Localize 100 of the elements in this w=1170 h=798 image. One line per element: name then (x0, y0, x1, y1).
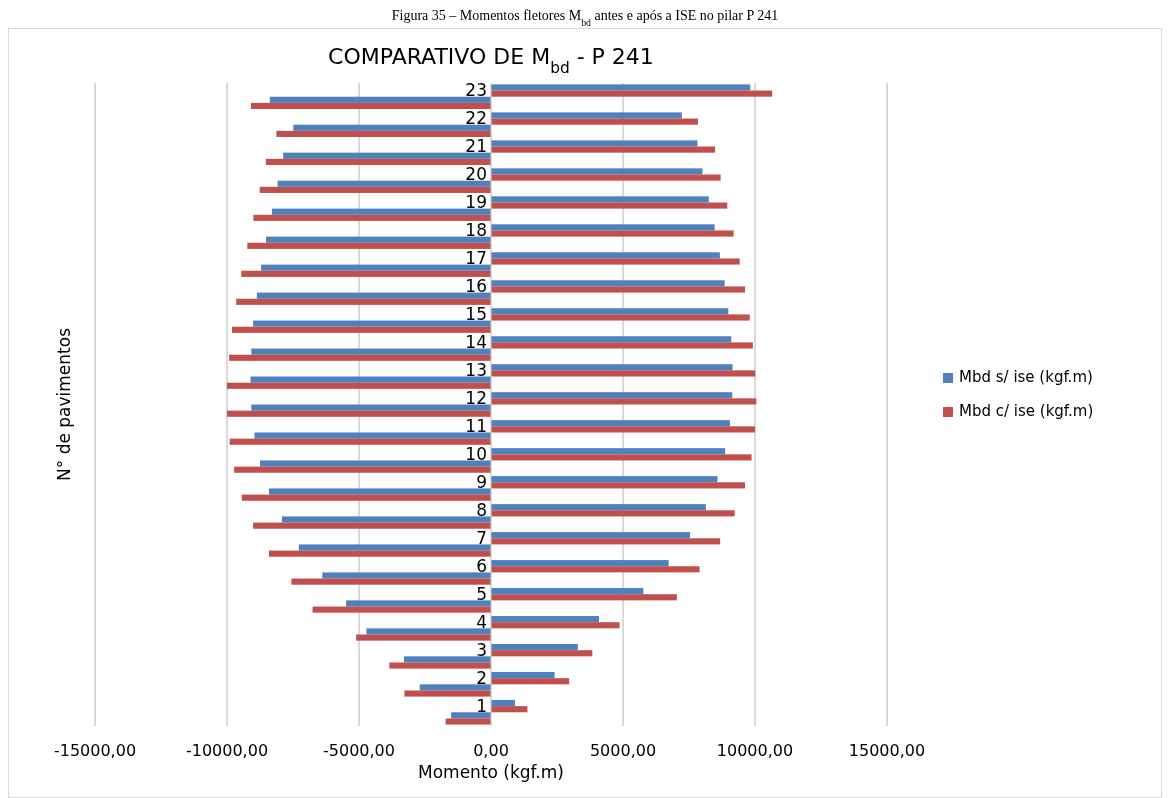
y-tick-label: 16 (465, 276, 487, 297)
bar (259, 186, 491, 193)
bar (491, 90, 773, 97)
bar (491, 370, 756, 377)
x-tick-label: -5000,00 (323, 741, 395, 760)
bar (491, 482, 745, 489)
bar (403, 656, 491, 663)
bar (491, 420, 730, 427)
bar (491, 672, 555, 679)
y-tick-label: 12 (465, 388, 487, 409)
bar (260, 460, 491, 467)
bar (491, 644, 578, 651)
bar (491, 538, 721, 545)
bar (254, 432, 491, 439)
bar (389, 662, 491, 669)
bar (491, 224, 715, 231)
bar (251, 348, 491, 355)
y-tick-label: 11 (465, 416, 487, 437)
bar (491, 336, 732, 343)
x-tick-label: 0,00 (473, 741, 509, 760)
bar (366, 628, 491, 635)
bar (404, 690, 491, 697)
bar (281, 516, 491, 523)
bar (268, 550, 491, 557)
bar (491, 286, 745, 293)
y-tick-label: 22 (465, 108, 487, 129)
bar (269, 96, 491, 103)
bar (322, 572, 491, 579)
bar (268, 488, 491, 495)
bar (232, 326, 491, 333)
y-tick-label: 2 (476, 667, 487, 688)
bar (247, 242, 491, 249)
bar (491, 476, 718, 483)
y-tick-label: 19 (465, 192, 487, 213)
bar (266, 236, 491, 243)
bar (491, 448, 726, 455)
bar (491, 84, 751, 91)
y-axis-title: N° de pavimentos (54, 327, 74, 481)
text: Figura 35 – Momentos fletores M$_{bd}$ antes e após a ISE no pilar P 241 (391, 8, 779, 28)
x-tick-label: -10000,00 (185, 741, 269, 760)
bar (253, 214, 491, 221)
bar (227, 382, 491, 389)
bar (491, 510, 735, 517)
bar (283, 152, 491, 159)
bar (491, 616, 599, 623)
legend-label: Mbd s/ ise (kgf.m) (959, 368, 1093, 386)
bar (356, 634, 491, 641)
y-tick-label: 4 (476, 611, 487, 632)
bar (346, 600, 491, 607)
bar (241, 494, 491, 501)
x-tick-label: -15000,00 (53, 741, 137, 760)
bar (491, 566, 700, 573)
bar (491, 622, 620, 629)
bar (491, 140, 698, 147)
chart-title: COMPARATIVO DE M$_{bd}$ - P 241 (328, 44, 654, 77)
bar (277, 180, 491, 187)
bar (419, 684, 491, 691)
bar (491, 650, 593, 657)
bar (491, 118, 698, 125)
bar (234, 466, 491, 473)
bar (229, 438, 491, 445)
y-tick-label: 17 (465, 248, 487, 269)
bar (491, 314, 750, 321)
bar (451, 712, 491, 719)
bar (491, 454, 752, 461)
bar (491, 308, 729, 315)
y-tick-label: 1 (476, 695, 487, 716)
bar (491, 112, 682, 119)
x-tick-label: 5000,00 (589, 741, 657, 760)
bar (491, 202, 728, 209)
bar (491, 342, 753, 349)
bar (265, 158, 491, 165)
y-tick-label: 20 (465, 164, 487, 185)
y-tick-label: 21 (465, 136, 487, 157)
bar (491, 174, 721, 181)
legend-label: Mbd c/ ise (kgf.m) (959, 402, 1094, 420)
bar (291, 578, 491, 585)
bar (491, 392, 733, 399)
bar (256, 292, 491, 299)
bar (253, 320, 491, 327)
y-tick-label: 15 (465, 304, 487, 325)
bar (261, 264, 491, 271)
y-tick-label: 10 (465, 444, 487, 465)
bar (491, 252, 720, 259)
y-tick-label: 14 (465, 332, 487, 353)
bar (298, 544, 491, 551)
bar (236, 298, 491, 305)
bar (491, 678, 570, 685)
y-tick-label: 6 (476, 555, 487, 576)
bar (271, 208, 491, 215)
x-tick-label: 10000,00 (716, 741, 794, 760)
bar (491, 168, 703, 175)
bar (241, 270, 491, 277)
bar (276, 130, 491, 137)
y-tick-label: 9 (476, 472, 487, 493)
bar (491, 364, 733, 371)
bar (251, 404, 491, 411)
y-tick-label: 8 (476, 500, 487, 521)
bar (491, 426, 755, 433)
bar (293, 124, 491, 131)
